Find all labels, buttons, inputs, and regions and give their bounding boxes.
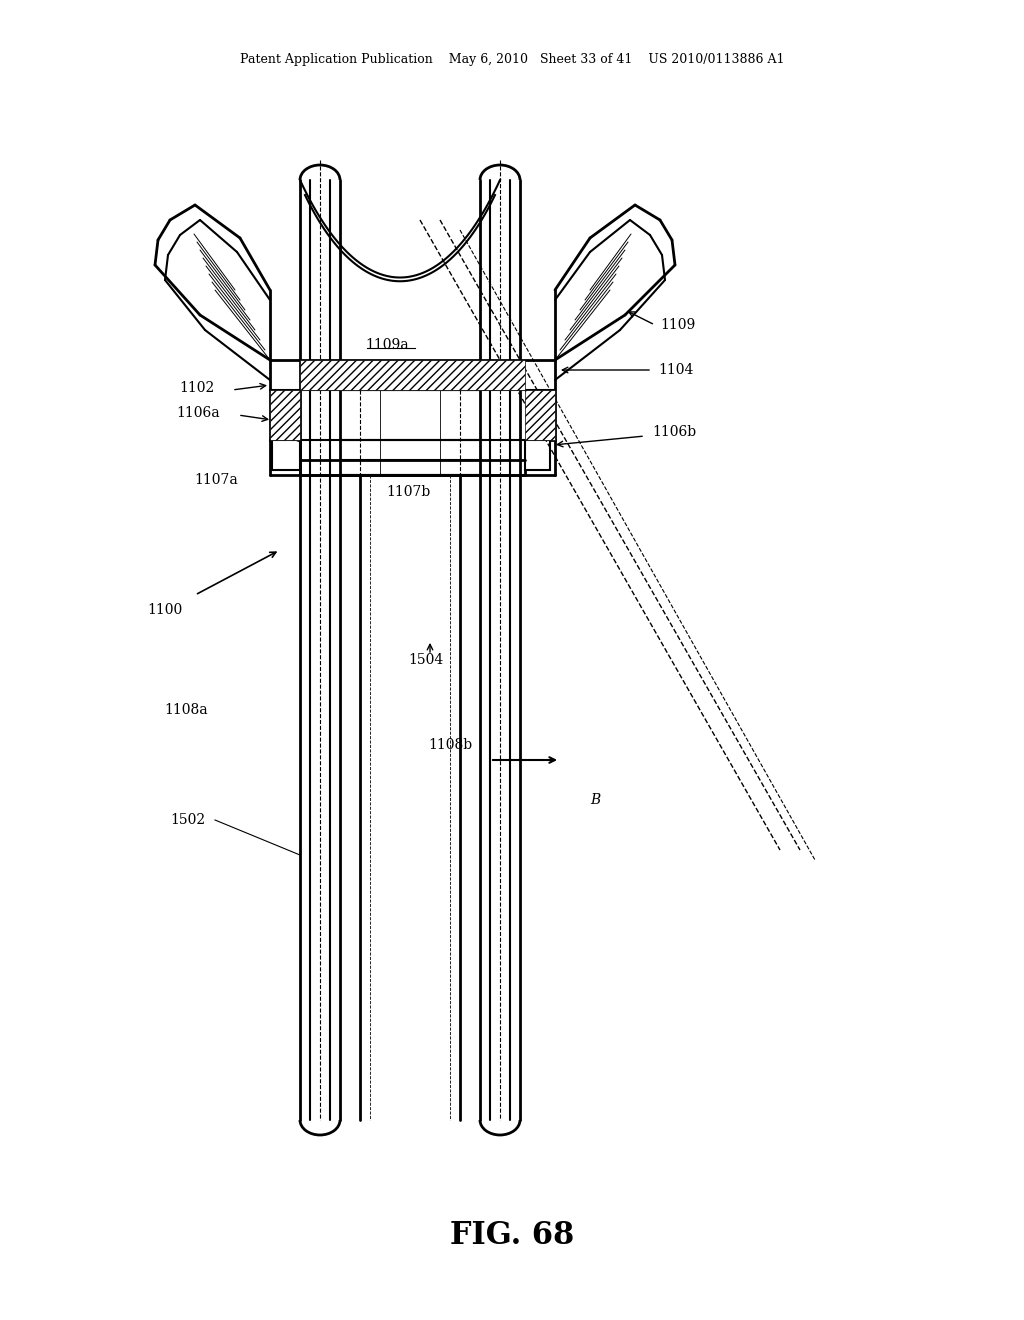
Text: FIG. 68: FIG. 68 (450, 1220, 574, 1250)
Text: 1109a: 1109a (366, 338, 409, 352)
Text: 1502: 1502 (170, 813, 205, 828)
Text: Patent Application Publication    May 6, 2010   Sheet 33 of 41    US 2010/011388: Patent Application Publication May 6, 20… (240, 54, 784, 66)
Text: B: B (590, 793, 600, 807)
Bar (300, 360, 525, 389)
Bar (270, 389, 300, 440)
Text: 1104: 1104 (658, 363, 693, 378)
Text: 1107a: 1107a (195, 473, 238, 487)
Text: 1108a: 1108a (165, 704, 208, 717)
Text: 1108b: 1108b (428, 738, 472, 752)
Bar (525, 440, 550, 470)
Bar (272, 440, 300, 470)
Text: 1100: 1100 (147, 603, 182, 616)
Text: 1504: 1504 (408, 653, 443, 667)
Text: 1109: 1109 (660, 318, 695, 333)
Text: 1106a: 1106a (176, 407, 220, 420)
Text: 1106b: 1106b (652, 425, 696, 440)
Text: 1102: 1102 (180, 381, 215, 395)
Text: 1107b: 1107b (386, 484, 430, 499)
Bar (525, 389, 555, 440)
